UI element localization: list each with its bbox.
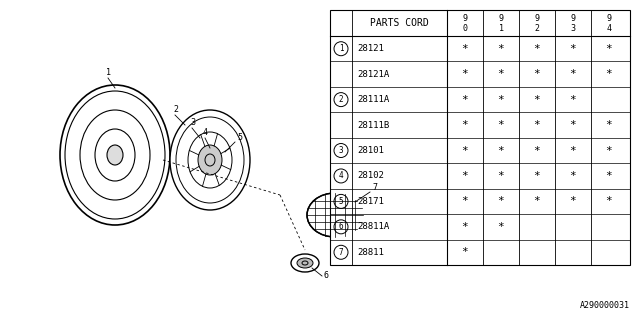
Text: *: * [461, 95, 468, 105]
Text: 28102: 28102 [357, 172, 384, 180]
Ellipse shape [107, 145, 123, 165]
Ellipse shape [60, 85, 170, 225]
Text: 9: 9 [607, 13, 611, 22]
Circle shape [334, 143, 348, 157]
Ellipse shape [291, 254, 319, 272]
Text: *: * [534, 69, 540, 79]
Text: *: * [605, 44, 612, 54]
Text: 28111A: 28111A [357, 95, 389, 104]
Text: *: * [498, 171, 504, 181]
Text: 28121: 28121 [357, 44, 384, 53]
Text: *: * [461, 222, 468, 232]
Text: 2: 2 [339, 95, 343, 104]
Text: *: * [605, 171, 612, 181]
Text: *: * [498, 222, 504, 232]
Text: 0: 0 [463, 23, 467, 33]
Circle shape [334, 220, 348, 234]
Text: *: * [461, 44, 468, 54]
Text: 4: 4 [339, 172, 343, 180]
Text: *: * [570, 69, 577, 79]
Text: *: * [461, 171, 468, 181]
Circle shape [334, 42, 348, 56]
Text: PARTS CORD: PARTS CORD [370, 18, 429, 28]
Text: 9: 9 [534, 13, 540, 22]
Text: 5: 5 [237, 133, 242, 142]
Text: 3: 3 [339, 146, 343, 155]
Text: 5: 5 [339, 197, 343, 206]
Text: *: * [534, 120, 540, 130]
Text: *: * [461, 69, 468, 79]
Text: 2: 2 [173, 105, 178, 114]
Text: 1: 1 [499, 23, 504, 33]
Text: *: * [498, 95, 504, 105]
Ellipse shape [297, 258, 313, 268]
Text: *: * [498, 69, 504, 79]
Circle shape [334, 169, 348, 183]
Text: *: * [534, 44, 540, 54]
Text: *: * [534, 146, 540, 156]
Text: *: * [570, 95, 577, 105]
Text: *: * [605, 196, 612, 206]
Text: 28111B: 28111B [357, 121, 389, 130]
Text: *: * [605, 146, 612, 156]
Text: 6: 6 [324, 271, 329, 280]
Text: *: * [498, 44, 504, 54]
Text: 28121A: 28121A [357, 70, 389, 79]
Text: 3: 3 [190, 118, 195, 127]
Text: 4: 4 [203, 128, 208, 137]
Text: 4: 4 [607, 23, 611, 33]
Text: *: * [534, 171, 540, 181]
Text: A290000031: A290000031 [580, 301, 630, 310]
Text: 1: 1 [106, 68, 111, 77]
Text: *: * [605, 120, 612, 130]
Text: 7: 7 [339, 248, 343, 257]
Text: 9: 9 [499, 13, 504, 22]
Text: *: * [534, 196, 540, 206]
Ellipse shape [307, 193, 363, 237]
Text: *: * [461, 120, 468, 130]
Text: 3: 3 [570, 23, 575, 33]
Text: *: * [461, 146, 468, 156]
Text: 28171: 28171 [357, 197, 384, 206]
Text: *: * [570, 120, 577, 130]
Text: *: * [461, 196, 468, 206]
Text: 28811: 28811 [357, 248, 384, 257]
Text: *: * [605, 69, 612, 79]
Text: *: * [534, 95, 540, 105]
Text: *: * [570, 44, 577, 54]
Circle shape [334, 245, 348, 259]
Text: 28101: 28101 [357, 146, 384, 155]
Text: *: * [570, 146, 577, 156]
Text: 28811A: 28811A [357, 222, 389, 231]
Circle shape [334, 194, 348, 208]
Ellipse shape [198, 145, 222, 175]
Text: *: * [498, 120, 504, 130]
Circle shape [334, 92, 348, 107]
Text: *: * [461, 247, 468, 257]
Text: 1: 1 [339, 44, 343, 53]
Bar [330, 10, 630, 265]
Text: *: * [570, 196, 577, 206]
Text: 6: 6 [339, 222, 343, 231]
Ellipse shape [170, 110, 250, 210]
Text: 2: 2 [534, 23, 540, 33]
Text: *: * [498, 196, 504, 206]
Text: 9: 9 [463, 13, 467, 22]
Text: 9: 9 [570, 13, 575, 22]
Text: *: * [498, 146, 504, 156]
Text: 7: 7 [372, 183, 377, 192]
Text: *: * [570, 171, 577, 181]
